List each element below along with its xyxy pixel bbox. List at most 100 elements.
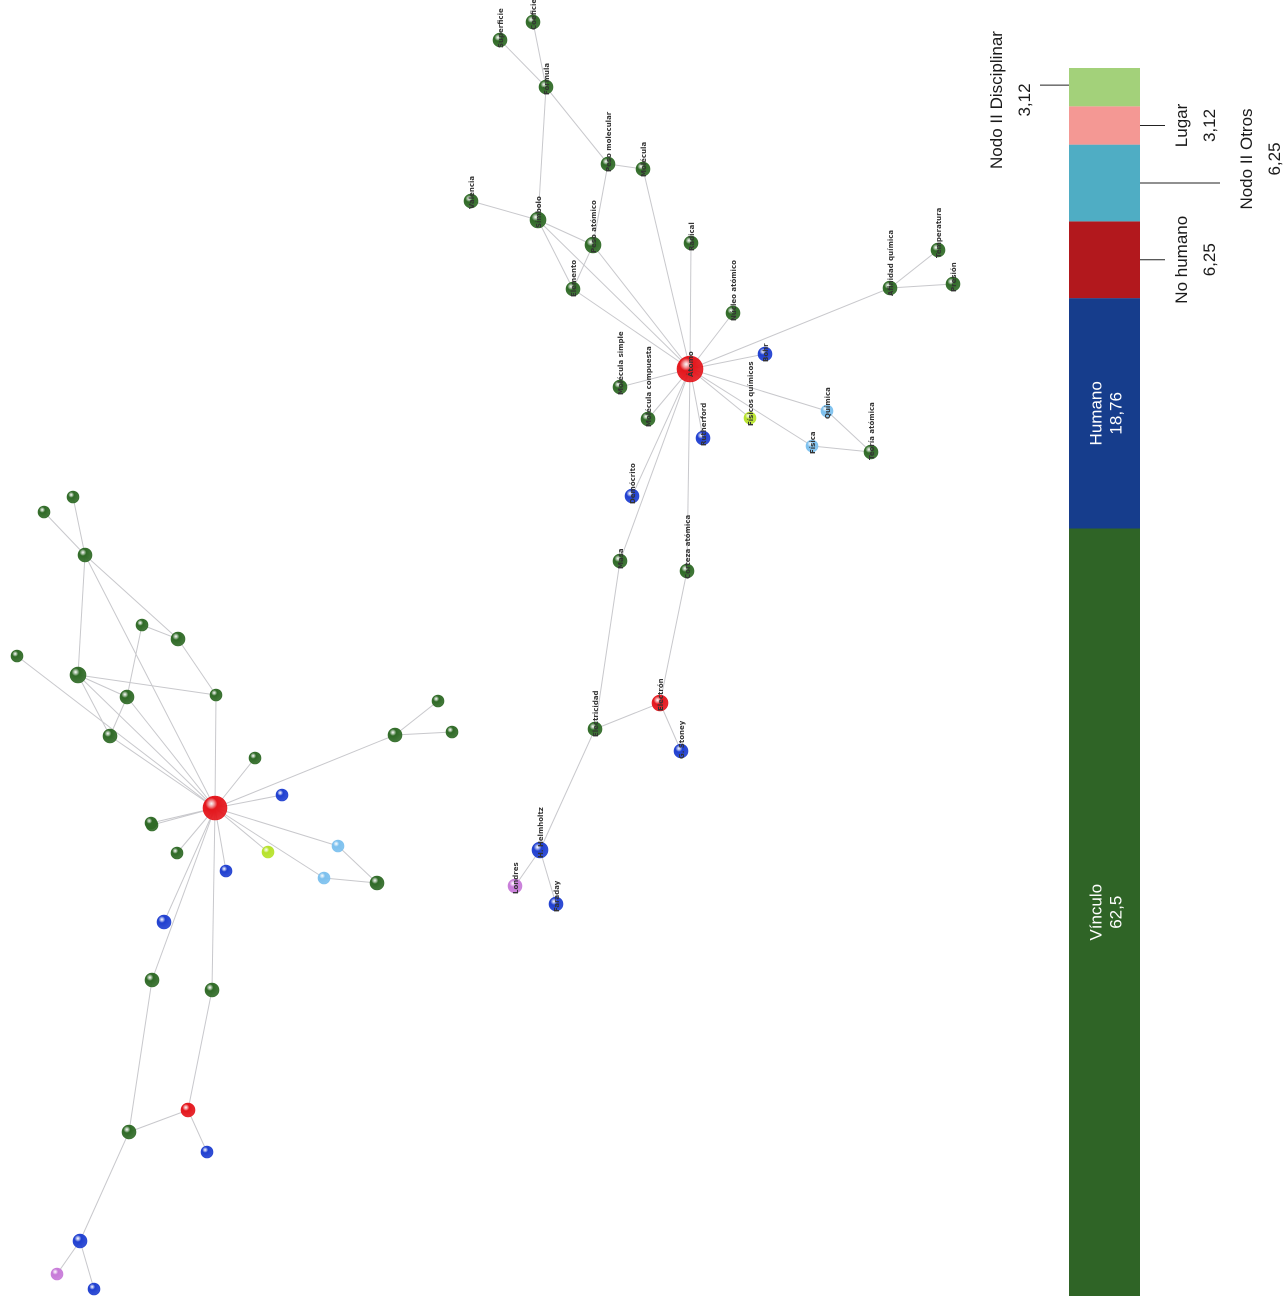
labeled-node-elemento xyxy=(565,281,581,297)
bar-segment-lugar xyxy=(1069,106,1140,145)
unlabeled-edge xyxy=(151,807,216,981)
unlabeled-edge xyxy=(128,1109,189,1133)
node-label: Física xyxy=(809,431,817,454)
labeled-node-coeficiente xyxy=(525,14,541,30)
unlabeled-node-u19 xyxy=(261,845,275,859)
unlabeled-node-u2 xyxy=(66,490,80,504)
unlabeled-edge xyxy=(77,674,216,809)
unlabeled-node-u1 xyxy=(37,505,51,519)
segment-value: 18,76 xyxy=(1107,392,1126,435)
node-label: Núcleo atómico xyxy=(730,260,738,321)
unlabeled-node-u26 xyxy=(204,982,220,998)
labeled-node-helmholtz xyxy=(531,841,549,859)
node-label: Peso molecular xyxy=(605,111,613,172)
unlabeled-edge xyxy=(128,979,153,1133)
node-type-bar: Vínculo 62,5 Humano 18,76 No humano 6,25 Nodo … xyxy=(987,31,1284,1296)
labeled-edge xyxy=(689,242,692,370)
node-label: Faraday xyxy=(553,880,561,912)
labeled-node-mol-simple xyxy=(612,379,628,395)
unlabeled-edge xyxy=(187,989,213,1111)
labeled-node-teoria xyxy=(863,444,879,460)
unlabeled-edge xyxy=(43,511,86,556)
node-label: Afinidad química xyxy=(887,230,895,296)
node-label: Electricidad xyxy=(592,690,600,737)
labeled-node-superficie xyxy=(492,32,508,48)
labeled-edge xyxy=(592,244,691,370)
unlabeled-edge xyxy=(337,845,378,884)
unlabeled-edge xyxy=(109,735,216,809)
unlabeled-node-u3 xyxy=(77,547,93,563)
unlabeled-node-u24 xyxy=(156,914,172,930)
labeled-edge xyxy=(539,849,557,905)
labeled-edge xyxy=(811,445,872,453)
node-label: Demócrito xyxy=(629,463,637,504)
labeled-node-faraday xyxy=(548,896,564,912)
labeled-node-nucleo xyxy=(725,305,741,321)
labeled-edge xyxy=(499,39,547,88)
unlabeled-edge xyxy=(177,638,217,696)
legend-label: Nodo II Otros xyxy=(1237,108,1256,209)
labeled-node-masa xyxy=(612,553,628,569)
labeled-node-quimica xyxy=(820,404,834,418)
node-label: Molécula compuesta xyxy=(645,346,653,427)
unlabeled-edge xyxy=(187,1109,208,1153)
labeled-edge xyxy=(689,368,828,412)
labeled-node-atomo xyxy=(676,355,704,383)
unlabeled-edge xyxy=(214,807,325,879)
unlabeled-edge xyxy=(394,700,439,736)
labeled-edge xyxy=(619,368,691,562)
labeled-node-electricidad xyxy=(587,721,603,737)
node-label: Átomo xyxy=(686,351,695,377)
labeled-network: Átomo Superficie Coeficiente Fórmula Peso mo… xyxy=(463,0,961,912)
labeled-edge xyxy=(631,368,691,497)
labeled-node-simbolo xyxy=(529,211,547,229)
labeled-edge xyxy=(537,219,691,370)
bar-segment-otros xyxy=(1069,144,1140,222)
labeled-edge xyxy=(470,200,539,221)
unlabeled-node-u18 xyxy=(144,816,158,830)
unlabeled-edge xyxy=(84,554,216,809)
unlabeled-node-u25 xyxy=(144,972,160,988)
labeled-edge xyxy=(537,219,594,246)
unlabeled-edge xyxy=(126,624,143,698)
labeled-edge xyxy=(889,249,939,289)
unlabeled-edge xyxy=(77,674,111,737)
node-label: Valencia xyxy=(468,176,476,209)
labeled-node-stoney xyxy=(673,743,689,759)
labeled-node-democrito xyxy=(624,488,640,504)
node-label: Teoría atómica xyxy=(868,402,876,460)
labeled-node-presion xyxy=(945,276,961,292)
labeled-edge xyxy=(594,560,621,730)
unlabeled-edge xyxy=(163,807,216,923)
labeled-node-molecula xyxy=(635,161,651,177)
labeled-edge xyxy=(826,410,872,453)
unlabeled-node-u23 xyxy=(369,875,385,891)
bar-segment-no-humano xyxy=(1069,221,1140,299)
unlabeled-network xyxy=(10,490,459,1296)
labeled-node-fisica xyxy=(805,439,819,453)
labeled-edge xyxy=(594,702,661,730)
labeled-node-radical xyxy=(683,235,699,251)
labeled-edge xyxy=(537,86,547,221)
legend-value: 3,12 xyxy=(1015,83,1034,116)
unlabeled-edge xyxy=(72,496,86,556)
node-label: Rutherford xyxy=(700,403,708,446)
labeled-node-peso-molecular xyxy=(600,156,616,172)
unlabeled-edge xyxy=(323,877,378,884)
labeled-edge xyxy=(539,728,596,851)
labeled-edge xyxy=(889,283,954,289)
unlabeled-node-u17 xyxy=(170,846,184,860)
node-label: Radical xyxy=(688,222,696,251)
unlabeled-edge xyxy=(214,694,217,809)
unlabeled-node-u16 xyxy=(275,788,289,802)
legend-label: No humano xyxy=(1172,216,1191,304)
labeled-edge xyxy=(642,168,691,370)
bar-segment-vinculo xyxy=(1069,528,1140,1296)
unlabeled-node-u13 xyxy=(431,694,445,708)
unlabeled-edge xyxy=(126,696,216,809)
labeled-edge xyxy=(689,287,891,370)
node-label: Molécula simple xyxy=(617,331,625,395)
node-label: Corteza atómica xyxy=(684,515,692,579)
labeled-edge xyxy=(532,21,547,88)
